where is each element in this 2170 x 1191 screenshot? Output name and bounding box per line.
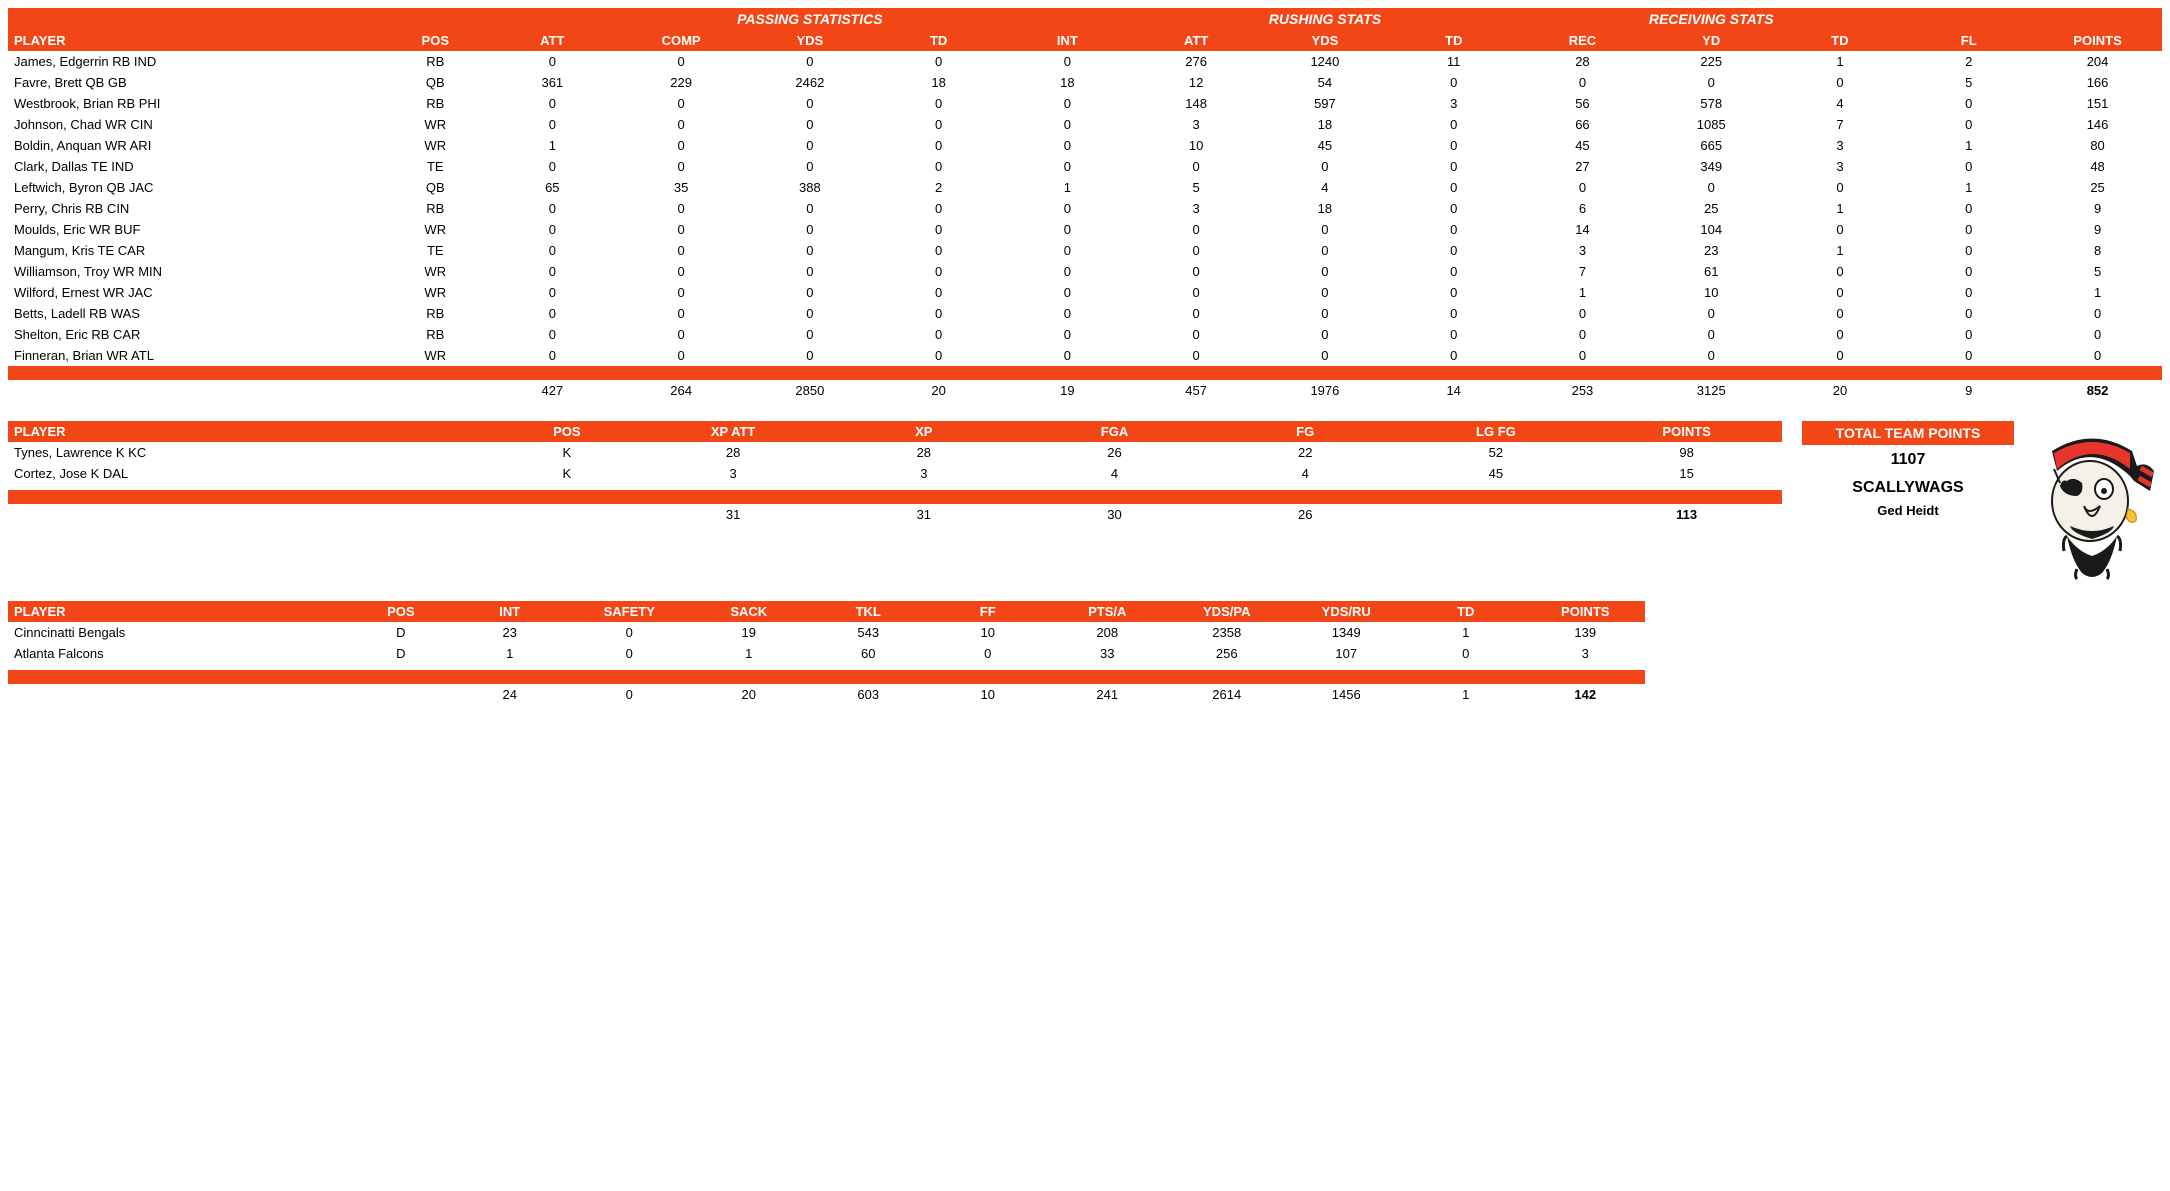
- col-rush-td: TD: [1389, 30, 1518, 51]
- kicking-bar: [8, 490, 1782, 504]
- col-points: POINTS: [1525, 601, 1645, 622]
- team-points-header: TOTAL TEAM POINTS: [1802, 421, 2014, 445]
- col-player: PLAYER: [8, 601, 352, 622]
- col-pass-int: INT: [1003, 30, 1132, 51]
- team-panel: TOTAL TEAM POINTS 1107 SCALLYWAGS Ged He…: [1802, 421, 2162, 581]
- col-rec-td: TD: [1776, 30, 1905, 51]
- offense-bar: [8, 366, 2162, 380]
- table-row: Mangum, Kris TE CARTE00000000323108: [8, 240, 2162, 261]
- col-pos: POS: [383, 8, 488, 51]
- table-row: Atlanta FalconsD1016003325610703: [8, 643, 1645, 664]
- team-points-value: 1107: [1802, 445, 2014, 475]
- col-fl: FL: [1904, 8, 2033, 51]
- table-row: Moulds, Eric WR BUFWR0000000014104009: [8, 219, 2162, 240]
- kicking-header-row: PLAYER POS XP ATT XP FGA FG LG FG POINTS: [8, 421, 1782, 442]
- col-fg: FG: [1210, 421, 1401, 442]
- receiving-section: RECEIVING STATS: [1518, 8, 1904, 30]
- col-points: POINTS: [2033, 8, 2162, 51]
- defense-totals: 2402060310241261414561142: [8, 684, 1645, 705]
- col-lgfg: LG FG: [1401, 421, 1592, 442]
- col-int: INT: [450, 601, 570, 622]
- table-row: Shelton, Eric RB CARRB0000000000000: [8, 324, 2162, 345]
- table-row: Cortez, Jose K DALK33444515: [8, 463, 1782, 484]
- col-ptsa: PTS/A: [1047, 601, 1167, 622]
- team-name: SCALLYWAGS: [1802, 475, 2014, 501]
- col-ff: FF: [928, 601, 1048, 622]
- table-row: Clark, Dallas TE INDTE00000000273493048: [8, 156, 2162, 177]
- passing-section: PASSING STATISTICS: [488, 8, 1132, 30]
- defense-header-row: PLAYER POS INT SAFETY SACK TKL FF PTS/A …: [8, 601, 1645, 622]
- col-safety: SAFETY: [569, 601, 689, 622]
- table-row: Tynes, Lawrence K KCK282826225298: [8, 442, 1782, 463]
- offense-table: PLAYER POS PASSING STATISTICS RUSHING ST…: [8, 8, 2162, 401]
- col-pos: POS: [352, 601, 450, 622]
- col-tkl: TKL: [808, 601, 928, 622]
- offense-section-row: PLAYER POS PASSING STATISTICS RUSHING ST…: [8, 8, 2162, 30]
- kicking-totals: 31313026113: [8, 504, 1782, 525]
- table-row: Leftwich, Byron QB JACQB6535388215400001…: [8, 177, 2162, 198]
- col-rec-rec: REC: [1518, 30, 1647, 51]
- col-sack: SACK: [689, 601, 809, 622]
- team-owner: Ged Heidt: [1802, 501, 2014, 520]
- col-ydspa: YDS/PA: [1167, 601, 1287, 622]
- col-player: PLAYER: [8, 421, 496, 442]
- table-row: Finneran, Brian WR ATLWR0000000000000: [8, 345, 2162, 366]
- col-td: TD: [1406, 601, 1526, 622]
- defense-bar: [8, 670, 1645, 684]
- col-rec-yd: YD: [1647, 30, 1776, 51]
- rushing-section: RUSHING STATS: [1132, 8, 1518, 30]
- col-rush-att: ATT: [1132, 30, 1261, 51]
- table-row: Williamson, Troy WR MINWR00000000761005: [8, 261, 2162, 282]
- col-pos: POS: [496, 421, 638, 442]
- table-row: James, Edgerrin RB INDRB0000027612401128…: [8, 51, 2162, 72]
- col-xp: XP: [828, 421, 1019, 442]
- col-player: PLAYER: [8, 8, 383, 51]
- col-points: POINTS: [1591, 421, 1782, 442]
- col-pass-comp: COMP: [617, 30, 746, 51]
- pirate-logo-icon: [2022, 421, 2162, 581]
- table-row: Betts, Ladell RB WASRB0000000000000: [8, 303, 2162, 324]
- col-xpatt: XP ATT: [638, 421, 829, 442]
- col-pass-yds: YDS: [745, 30, 874, 51]
- defense-table: PLAYER POS INT SAFETY SACK TKL FF PTS/A …: [8, 601, 1645, 705]
- table-row: Johnson, Chad WR CINWR000003180661085701…: [8, 114, 2162, 135]
- kicking-table: PLAYER POS XP ATT XP FGA FG LG FG POINTS…: [8, 421, 1782, 525]
- col-rush-yds: YDS: [1261, 30, 1390, 51]
- offense-totals: 427264285020194571976142533125209852: [8, 380, 2162, 401]
- table-row: Favre, Brett QB GBQB36122924621818125400…: [8, 72, 2162, 93]
- table-row: Boldin, Anquan WR ARIWR10000104504566531…: [8, 135, 2162, 156]
- col-ydsru: YDS/RU: [1286, 601, 1406, 622]
- table-row: Wilford, Ernest WR JACWR00000000110001: [8, 282, 2162, 303]
- table-row: Cinncinatti BengalsD23019543102082358134…: [8, 622, 1645, 643]
- table-row: Westbrook, Brian RB PHIRB000001485973565…: [8, 93, 2162, 114]
- col-pass-att: ATT: [488, 30, 617, 51]
- col-fga: FGA: [1019, 421, 1210, 442]
- col-pass-td: TD: [874, 30, 1003, 51]
- table-row: Perry, Chris RB CINRB000003180625109: [8, 198, 2162, 219]
